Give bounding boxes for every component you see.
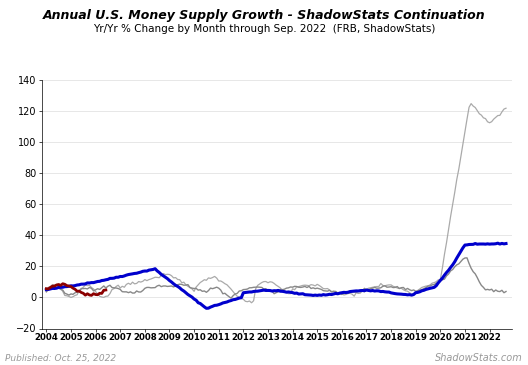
Text: Yr/Yr % Change by Month through Sep. 2022  (FRB, ShadowStats): Yr/Yr % Change by Month through Sep. 202…: [93, 24, 435, 34]
Text: Published: Oct. 25, 2022: Published: Oct. 25, 2022: [5, 354, 116, 363]
Text: ShadowStats.com: ShadowStats.com: [435, 353, 523, 363]
Text: Annual U.S. Money Supply Growth - ShadowStats Continuation: Annual U.S. Money Supply Growth - Shadow…: [43, 9, 485, 22]
